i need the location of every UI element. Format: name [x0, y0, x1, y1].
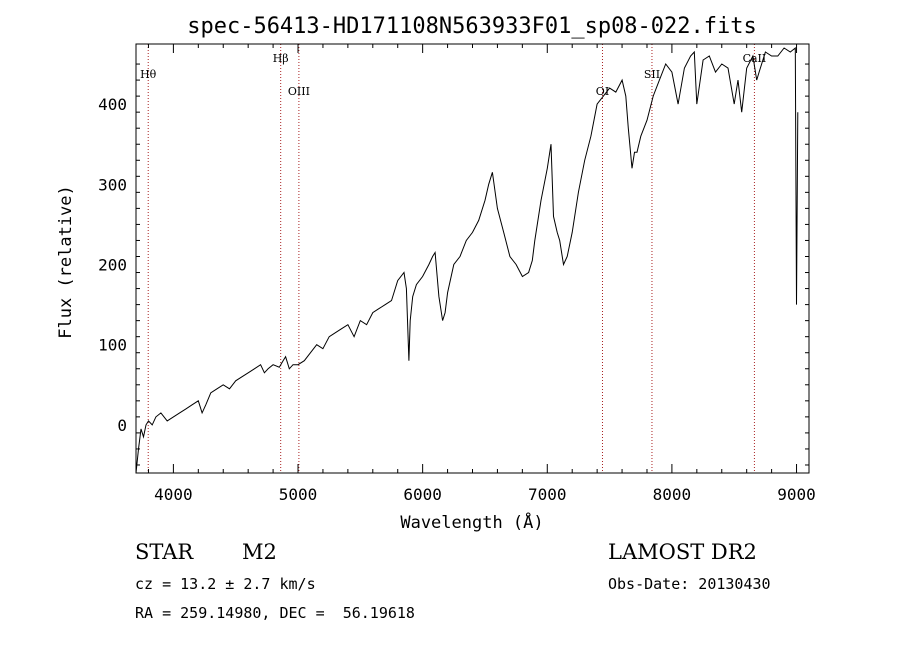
spectral-line-label: Hθ: [140, 68, 157, 81]
x-tick-label: 7000: [528, 485, 567, 504]
spectral-line-label: Hβ: [273, 52, 289, 65]
y-tick-label: 100: [98, 336, 127, 355]
y-tick-label: 200: [98, 256, 127, 275]
y-tick-label: 300: [98, 175, 127, 194]
y-tick-label: 0: [117, 416, 127, 435]
spectral-line-label: OI: [596, 85, 609, 98]
obs-date: Obs-Date: 20130430: [608, 575, 771, 593]
spectral-line-label: OIII: [288, 85, 310, 98]
redshift-readout: cz = 13.2 ± 2.7 km/s: [135, 575, 316, 593]
x-axis-label: Wavelength (Å): [400, 511, 543, 533]
x-tick-label: 8000: [653, 485, 692, 504]
x-tick-label: 4000: [154, 485, 193, 504]
x-tick-label: 5000: [279, 485, 318, 504]
object-subclass: M2: [242, 540, 277, 564]
y-ticks: 0 100 200 300 400: [98, 63, 809, 466]
coordinates: RA = 259.14980, DEC = 56.19618: [135, 604, 415, 622]
marker-layer: Hθ Hβ OIII OI SII CaII: [140, 44, 766, 473]
spectral-line-label: SII: [644, 68, 660, 81]
object-class: STAR: [135, 540, 194, 564]
y-axis-label: Flux (relative): [56, 185, 76, 339]
spectrum-line-0: [135, 46, 799, 474]
spectral-line-label: CaII: [743, 52, 767, 65]
x-ticks: 4000 5000 6000 7000 8000 9000: [147, 44, 816, 504]
survey-name: LAMOST DR2: [608, 540, 757, 564]
x-tick-label: 6000: [403, 485, 442, 504]
y-tick-label: 400: [98, 95, 127, 114]
x-tick-label: 9000: [777, 485, 816, 504]
chart-title: spec-56413-HD171108N563933F01_sp08-022.f…: [187, 14, 757, 39]
plot-frame: [135, 43, 810, 474]
spectrum-layer: [135, 46, 799, 474]
